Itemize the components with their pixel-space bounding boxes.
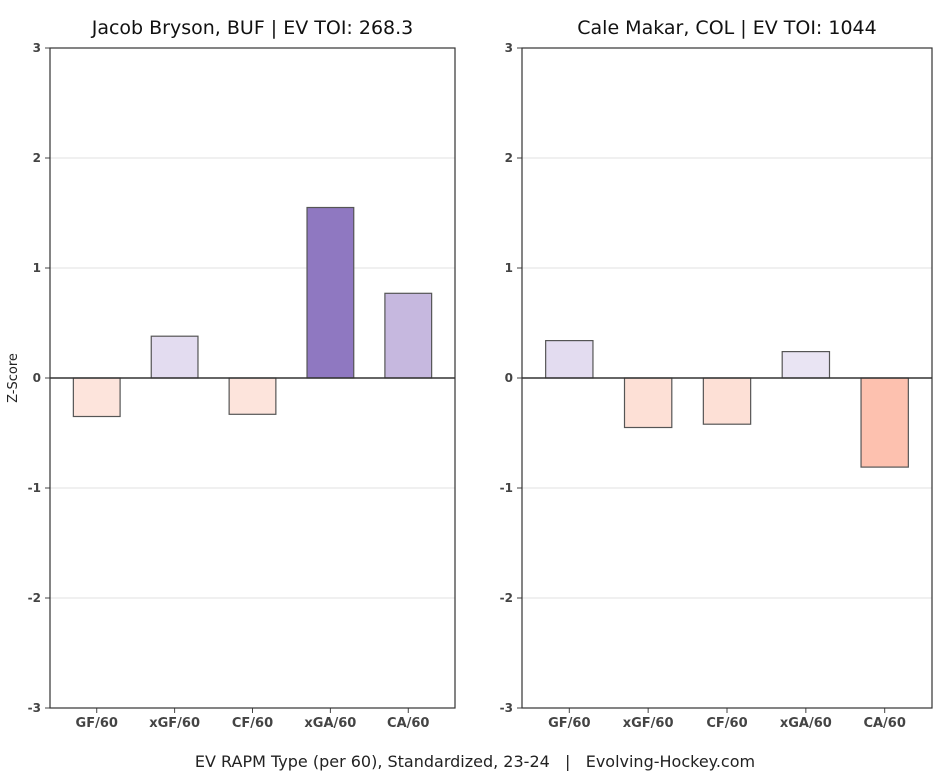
y-tick-label: -3 — [28, 701, 41, 715]
chart-title: Jacob Bryson, BUF | EV TOI: 268.3 — [91, 17, 414, 39]
y-tick-label: -3 — [500, 701, 513, 715]
chart-title: Cale Makar, COL | EV TOI: 1044 — [577, 17, 876, 39]
y-tick-label: -2 — [28, 591, 41, 605]
x-tick-label: CF/60 — [232, 716, 273, 731]
y-tick-label: -1 — [28, 481, 41, 495]
x-tick-label: CF/60 — [706, 716, 747, 731]
bar-ca-60 — [384, 292, 433, 379]
x-tick-label: xGA/60 — [304, 716, 356, 731]
plot-frame — [49, 47, 456, 709]
y-tick-label: 1 — [33, 261, 41, 275]
bar-xgf-60 — [623, 377, 673, 429]
bar-ca-60 — [860, 377, 909, 468]
bar-gf-60 — [545, 340, 594, 379]
x-tick-label: CA/60 — [863, 716, 905, 731]
x-tick-label: xGA/60 — [780, 716, 832, 731]
bar-cf-60 — [702, 377, 752, 425]
y-tick-label: 2 — [33, 151, 41, 165]
bar-xgf-60 — [150, 335, 199, 379]
y-tick-label: 2 — [505, 151, 513, 165]
plot-frame — [521, 47, 933, 709]
y-tick-label: 3 — [33, 41, 41, 55]
x-tick-label: xGF/60 — [623, 716, 674, 731]
y-tick-label: -2 — [500, 591, 513, 605]
x-tick-label: GF/60 — [548, 716, 590, 731]
bar-gf-60 — [72, 377, 121, 418]
footer-source: EV RAPM Type (per 60), Standardized, 23-… — [194, 752, 756, 771]
y-tick-label: 0 — [505, 371, 513, 385]
y-tick-label: -1 — [500, 481, 513, 495]
bar-cf-60 — [228, 377, 277, 415]
x-tick-label: GF/60 — [76, 716, 118, 731]
bar-xga-60 — [306, 206, 355, 379]
x-tick-label: xGF/60 — [149, 716, 200, 731]
y-tick-label: 1 — [505, 261, 513, 275]
x-tick-label: CA/60 — [387, 716, 429, 731]
y-tick-label: 3 — [505, 41, 513, 55]
bar-xga-60 — [781, 351, 831, 379]
y-axis-label: Z-Score — [6, 353, 21, 403]
y-tick-label: 0 — [33, 371, 41, 385]
